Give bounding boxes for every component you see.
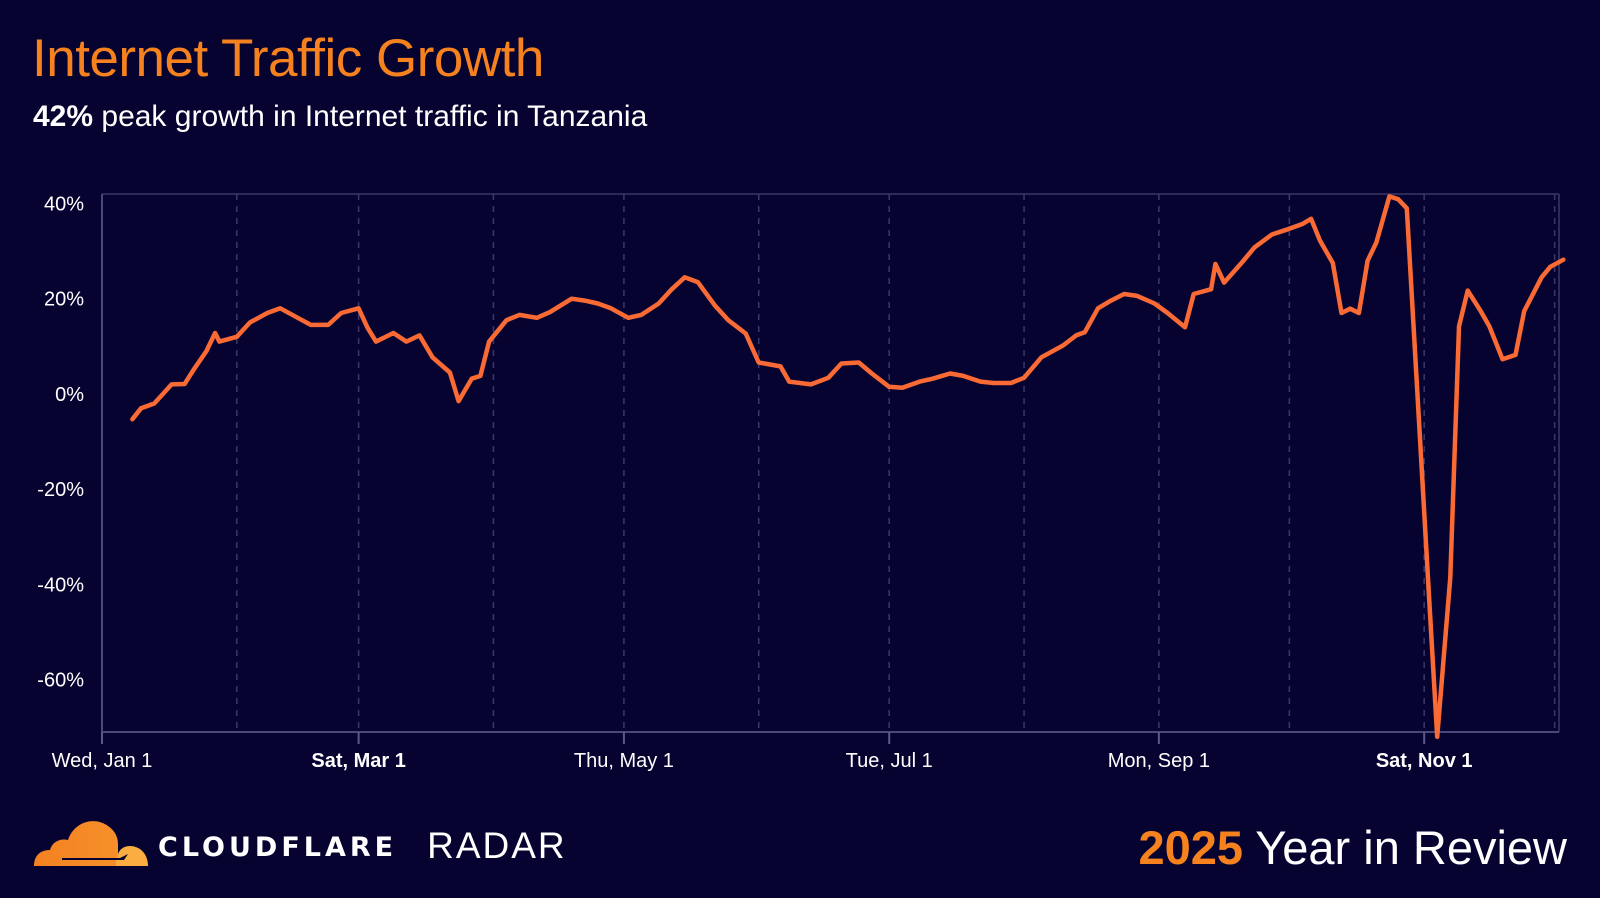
traffic-growth-line	[130, 194, 1566, 740]
y-tick-label: 0%	[55, 384, 84, 406]
radar-wordmark: RADAR	[427, 825, 567, 866]
cloudflare-radar-logo: CLOUDFLARE RADAR	[32, 812, 567, 872]
chart-title: Internet Traffic Growth	[32, 29, 544, 88]
x-tick-label: Mon, Sep 1	[1108, 750, 1210, 772]
chart-subtitle: 42% peak growth in Internet traffic in T…	[33, 100, 647, 134]
subtitle-text: peak growth in Internet traffic in Tanza…	[93, 100, 648, 133]
subtitle-highlight: 42%	[33, 100, 94, 133]
y-axis-labels: 40% 20% 0% -20% -40% -60%	[37, 194, 84, 692]
cloudflare-cloud-icon	[34, 821, 148, 866]
traffic-growth-chart: 40% 20% 0% -20% -40% -60% Wed, Jan 1 Sat, Mar …	[37, 193, 1566, 772]
cloudflare-wordmark: CLOUDFLARE	[158, 831, 398, 863]
year-in-review-label: 2025 Year in Review	[1138, 820, 1567, 875]
y-tick-label: -60%	[37, 670, 84, 692]
x-tick-label: Thu, May 1	[574, 750, 674, 772]
gridlines	[236, 194, 1556, 732]
x-tick-label: Wed, Jan 1	[52, 750, 153, 772]
x-tick-label: Sat, Mar 1	[311, 750, 405, 772]
x-axis-labels: Wed, Jan 1 Sat, Mar 1 Thu, May 1 Tue, Jul 1…	[52, 750, 1473, 772]
x-tick-label: Sat, Nov 1	[1376, 750, 1473, 772]
y-tick-label: 40%	[44, 194, 84, 216]
x-tick-label: Tue, Jul 1	[846, 750, 933, 772]
y-tick-label: 20%	[44, 289, 84, 311]
year: 2025	[1138, 821, 1244, 874]
series	[130, 194, 1566, 740]
year-in-review-text: Year in Review	[1243, 821, 1567, 874]
y-tick-label: -40%	[37, 574, 84, 596]
axes	[101, 193, 1560, 744]
y-tick-label: -20%	[37, 479, 84, 501]
